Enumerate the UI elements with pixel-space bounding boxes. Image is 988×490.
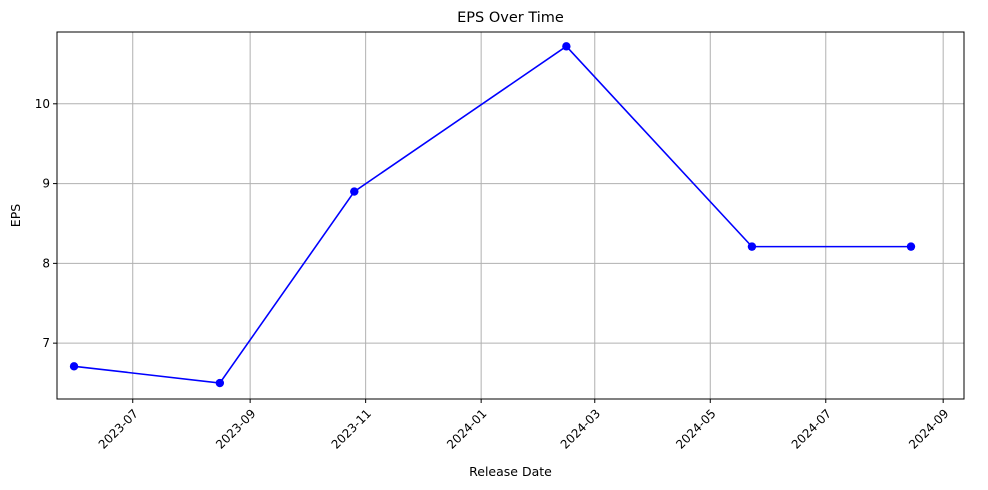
data-point <box>69 362 79 371</box>
y-tick-label: 8 <box>42 256 50 270</box>
series-layer <box>69 42 916 388</box>
y-tick-label: 10 <box>35 97 50 111</box>
y-tick-label: 7 <box>42 336 50 350</box>
x-tick-label: 2024-05 <box>673 406 718 451</box>
x-tick-label: 2024-09 <box>906 406 951 451</box>
x-axis-label: Release Date <box>469 464 552 479</box>
data-point <box>562 42 571 51</box>
grid <box>57 32 964 399</box>
y-tick-label: 9 <box>42 177 50 191</box>
x-tick-label: 2024-07 <box>789 406 834 451</box>
x-tick-label: 2024-03 <box>558 406 603 451</box>
data-point <box>747 242 757 251</box>
data-point <box>215 378 225 388</box>
data-point <box>906 242 916 251</box>
plot-frame <box>56 31 965 400</box>
x-tick-label: 2024-01 <box>444 406 489 451</box>
y-axis-label: EPS <box>8 204 23 227</box>
data-point <box>350 187 359 196</box>
series-line <box>73 45 911 384</box>
x-tick-label: 2023-09 <box>213 406 258 451</box>
chart-title: EPS Over Time <box>457 10 564 26</box>
x-tick-label: 2023-07 <box>96 406 141 451</box>
x-tick-label: 2023-11 <box>329 406 374 451</box>
